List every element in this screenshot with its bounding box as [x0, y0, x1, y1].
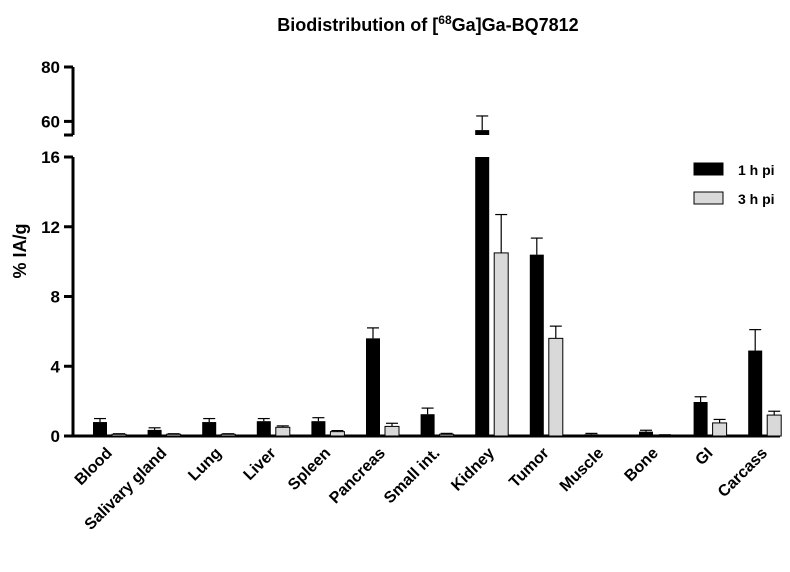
chart-title-superscript: 68: [438, 13, 452, 27]
y-tick-label-lower: 0: [51, 427, 60, 446]
bar-3h: [166, 433, 182, 437]
bar-1h: [584, 434, 599, 436]
bar-1h: [256, 421, 271, 436]
bar-3h: [712, 422, 728, 437]
category-label: Bone: [622, 445, 662, 485]
y-axis-lower-segment: 0 4 8 12 16: [41, 148, 75, 446]
legend-item-1h-swatch: [693, 162, 724, 176]
category-label: Muscle: [557, 445, 607, 495]
bar-1h: [366, 338, 380, 436]
category-label: Lung: [185, 445, 225, 485]
category-label: Blood: [72, 445, 116, 489]
y-axis-title: % IA/g: [10, 223, 30, 278]
chart-title-suffix: Ga]Ga-BQ7812: [452, 15, 579, 35]
y-tick-label-lower: 4: [51, 357, 61, 376]
y-axis-upper-segment: 60 80: [41, 58, 75, 137]
bars-group: [93, 115, 782, 437]
bar-3h: [439, 433, 455, 437]
bar-1h: [639, 431, 653, 436]
bar-3h: [548, 337, 564, 437]
category-label: Spleen: [285, 445, 334, 494]
bar-3h: [329, 431, 345, 437]
bar-3h: [766, 414, 782, 437]
category-label: Tumor: [506, 445, 552, 491]
category-label: GI: [692, 445, 716, 469]
bar-1h: [420, 414, 435, 436]
legend-item-3h-swatch: [693, 191, 724, 205]
y-tick-label-lower: 8: [51, 288, 60, 307]
y-tick-label-lower: 12: [41, 218, 60, 237]
legend: 1 h pi 3 h pi: [693, 162, 775, 207]
bar-1h: [93, 422, 107, 436]
category-label: Carcass: [715, 445, 771, 501]
bar-3h: [275, 426, 291, 437]
bar-1h: [475, 157, 490, 436]
bar-3h: [384, 425, 400, 437]
bar-1h-upper: [475, 130, 490, 135]
bar-1h: [311, 421, 326, 436]
bar-1h: [693, 401, 708, 436]
bar-1h: [202, 422, 217, 436]
bar-1h: [748, 350, 763, 436]
bar-3h: [493, 252, 509, 437]
bar-3h: [220, 433, 236, 437]
category-label: Kidney: [448, 445, 498, 495]
chart-title-prefix: Biodistribution of [: [277, 15, 438, 35]
y-tick-label-upper: 60: [41, 112, 60, 131]
y-tick-label-upper: 80: [41, 58, 60, 77]
bar-1h: [147, 429, 162, 436]
category-label: Small int.: [381, 445, 443, 507]
y-tick-label-lower: 16: [41, 148, 60, 167]
bar-1h: [529, 254, 544, 436]
legend-item-3h-label: 3 h pi: [738, 191, 775, 207]
chart-title: Biodistribution of [68Ga]Ga-BQ7812: [277, 13, 578, 35]
category-label: Liver: [241, 445, 280, 484]
category-label: Pancreas: [326, 445, 388, 507]
bar-3h: [111, 433, 127, 437]
legend-item-1h-label: 1 h pi: [738, 162, 775, 178]
